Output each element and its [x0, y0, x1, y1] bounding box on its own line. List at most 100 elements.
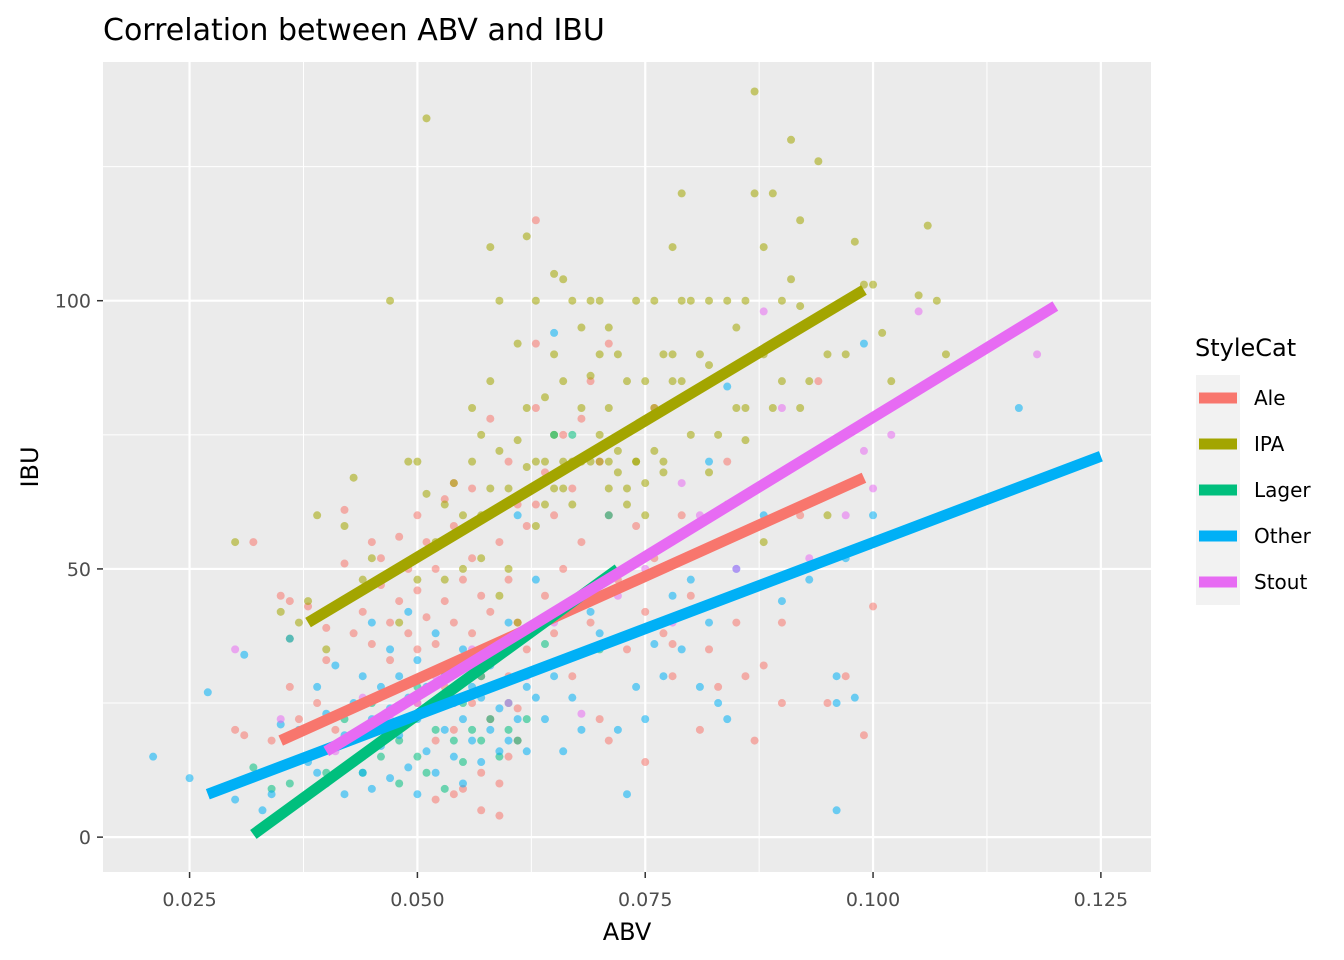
x-tick-label: 0.100 [846, 889, 900, 911]
trend-line-stout [323, 301, 1059, 756]
data-point [449, 752, 458, 761]
data-point [659, 672, 668, 681]
data-point [632, 296, 641, 305]
data-point [531, 693, 540, 702]
data-point [550, 629, 559, 638]
data-point [550, 484, 559, 493]
data-point [623, 377, 631, 386]
data-point [504, 457, 513, 466]
data-point [814, 377, 823, 386]
data-point [714, 699, 723, 708]
data-point [796, 216, 805, 225]
data-point [431, 736, 440, 745]
data-point [613, 350, 622, 359]
data-point [449, 790, 458, 799]
data-point [431, 795, 440, 804]
data-point [659, 629, 668, 638]
data-point [413, 645, 422, 654]
data-point [504, 575, 513, 584]
data-point [358, 607, 367, 616]
x-tick-label: 0.025 [162, 889, 216, 911]
data-point [522, 403, 531, 412]
data-point [705, 361, 714, 370]
data-point [495, 704, 504, 713]
data-point [367, 538, 376, 547]
data-point [477, 768, 486, 777]
data-point [796, 302, 805, 311]
data-point [723, 382, 732, 391]
data-point [777, 296, 786, 305]
data-point [732, 618, 741, 627]
data-point [313, 511, 322, 520]
data-point [531, 339, 540, 348]
data-point [623, 790, 631, 799]
data-point [376, 752, 385, 761]
data-point [723, 457, 732, 466]
data-point [604, 484, 613, 493]
data-point [604, 511, 613, 520]
data-point [777, 597, 786, 606]
data-point [413, 575, 422, 584]
data-point [149, 752, 158, 761]
data-point [586, 371, 595, 380]
data-point [796, 403, 805, 412]
data-point [568, 500, 577, 509]
data-point [322, 623, 331, 632]
data-point [495, 296, 504, 305]
data-point [923, 221, 932, 230]
data-point [677, 189, 686, 198]
data-point [495, 747, 504, 756]
data-point [741, 403, 750, 412]
data-point [276, 607, 285, 616]
data-point [267, 736, 276, 745]
data-point [404, 607, 413, 616]
data-point [705, 645, 714, 654]
data-point [513, 339, 522, 348]
data-point [513, 736, 522, 745]
trend-line-ale [278, 472, 867, 746]
data-point [349, 473, 358, 482]
legend-label: Lager [1254, 478, 1311, 502]
data-point [832, 699, 841, 708]
data-point [404, 457, 413, 466]
data-point [750, 736, 759, 745]
data-point [613, 725, 622, 734]
data-point [777, 618, 786, 627]
data-point [759, 538, 768, 547]
data-point [468, 699, 477, 708]
data-point [468, 554, 477, 563]
data-point [604, 457, 613, 466]
data-point [832, 806, 841, 815]
legend-item-lager: Lager [1196, 467, 1311, 513]
data-point [458, 715, 467, 724]
legend-label: Ale [1254, 386, 1286, 410]
data-point [231, 645, 240, 654]
data-point [504, 699, 513, 708]
data-point [823, 511, 832, 520]
data-point [203, 688, 212, 697]
legend: StyleCat Ale IPA Lager Other Stout [1195, 334, 1312, 605]
data-point [249, 763, 258, 772]
data-point [386, 645, 395, 654]
data-point [550, 672, 559, 681]
data-point [440, 500, 449, 509]
data-point [285, 779, 294, 788]
data-point [1014, 403, 1023, 412]
y-axis-ticks: 0 50 100 [55, 291, 103, 849]
data-point [477, 430, 486, 439]
data-point [386, 774, 395, 783]
data-point [404, 763, 413, 772]
data-point [458, 758, 467, 767]
data-point [185, 774, 194, 783]
data-point [595, 629, 604, 638]
x-axis-title: ABV [603, 918, 652, 946]
data-point [404, 629, 413, 638]
data-point [677, 377, 686, 386]
data-point [768, 403, 777, 412]
data-point [650, 446, 659, 455]
data-point [604, 339, 613, 348]
series-ipa [231, 87, 950, 654]
data-point [413, 457, 422, 466]
x-tick-label: 0.125 [1074, 889, 1128, 911]
